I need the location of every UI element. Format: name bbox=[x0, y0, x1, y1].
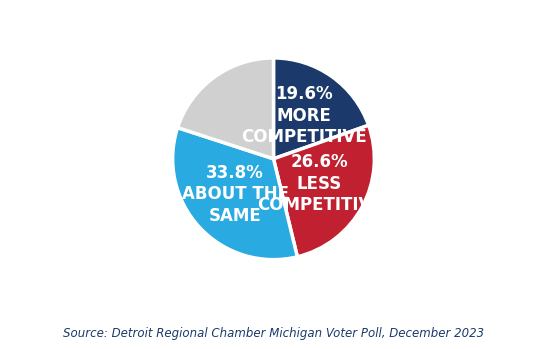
Wedge shape bbox=[173, 128, 298, 260]
Text: 19.6%
MORE
COMPETITIVE: 19.6% MORE COMPETITIVE bbox=[241, 86, 366, 147]
Wedge shape bbox=[178, 58, 274, 159]
Wedge shape bbox=[274, 58, 369, 159]
Text: 33.8%
ABOUT THE
SAME: 33.8% ABOUT THE SAME bbox=[182, 164, 288, 225]
Wedge shape bbox=[274, 125, 374, 257]
Text: 26.6%
LESS
COMPETITIVE: 26.6% LESS COMPETITIVE bbox=[257, 153, 382, 214]
Text: Source: Detroit Regional Chamber Michigan Voter Poll, December 2023: Source: Detroit Regional Chamber Michiga… bbox=[63, 327, 484, 340]
